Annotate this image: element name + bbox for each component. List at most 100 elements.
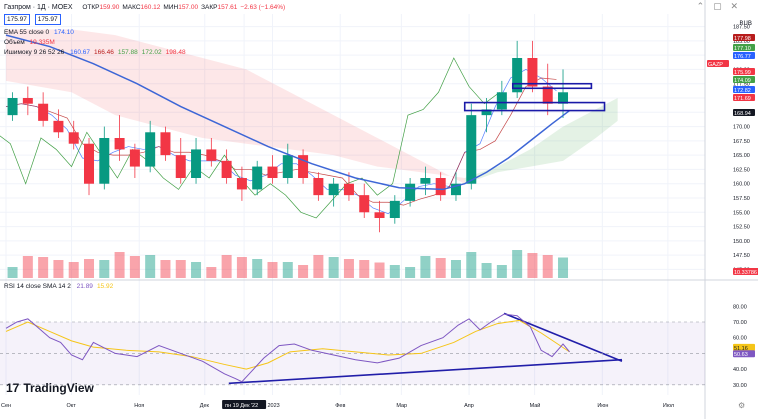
volume-bar <box>53 260 64 278</box>
rsi-tick-label: 30.00 <box>733 383 747 389</box>
volume-bar <box>22 256 33 278</box>
candles-group <box>7 40 569 233</box>
volume-bar <box>558 257 569 278</box>
tradingview-logo-text: TradingView <box>23 381 94 395</box>
symbol-title[interactable]: Газпром · 1Д · MOEX <box>4 4 73 11</box>
volume-bar <box>420 256 431 278</box>
rsi-value: 15.92 <box>96 283 114 290</box>
volume-bar <box>542 255 553 278</box>
rsi-line <box>5 313 570 383</box>
volume-bars <box>7 250 569 278</box>
ask-price-box[interactable]: 175.97 <box>34 14 61 25</box>
ohlc-value: −2.63 (−1.64%) <box>240 4 286 11</box>
rsi-sma-line <box>5 319 570 370</box>
window-controls[interactable]: RUB ⌃ ▢ ✕ <box>696 2 752 27</box>
ohlc-value: 157.00 <box>178 4 199 11</box>
price-badge <box>733 109 755 116</box>
time-tick-label: Июн <box>597 403 608 409</box>
volume-bar <box>298 265 309 278</box>
volume-bar <box>282 262 293 278</box>
time-tick-label: Мар <box>396 403 407 409</box>
time-tick-label: Апр <box>464 403 474 409</box>
ohlc-label: МАКС <box>122 4 141 11</box>
close-icon[interactable]: ✕ <box>730 2 738 12</box>
time-tick-label: Ноя <box>134 403 144 409</box>
price-badge <box>733 52 755 59</box>
candle-body <box>405 183 416 201</box>
candle-body <box>68 132 79 144</box>
candle-body <box>236 178 247 190</box>
volume-bar <box>450 260 461 278</box>
ema-legend-name: EMA 55 close 0 <box>4 29 50 36</box>
price-badge-label: 174.09 <box>734 78 751 84</box>
tradingview-logo-icon: 17 <box>6 381 20 395</box>
ichimoku-cloud <box>6 29 618 184</box>
ohlc-label: МИН <box>163 4 179 11</box>
rsi-legend[interactable]: RSI 14 close SMA 14 2 21.89 15.92 <box>4 282 113 291</box>
candle-body <box>206 149 217 161</box>
candle-body <box>114 138 125 150</box>
candle-body <box>7 98 18 116</box>
candle-body <box>343 183 354 196</box>
volume-bar <box>496 265 507 278</box>
rsi-legend-values: 21.89 15.92 <box>73 283 114 290</box>
volume-bar <box>99 260 110 278</box>
ichimoku-value: 157.88 <box>117 49 138 56</box>
rsi-band-fill <box>0 322 705 385</box>
volume-bar <box>84 259 95 278</box>
volume-legend[interactable]: Объем 19.335M <box>4 38 55 47</box>
price-badge <box>733 34 755 41</box>
price-tick-label: 187.50 <box>733 25 750 31</box>
volume-bar <box>435 258 446 278</box>
candle-body <box>374 212 385 218</box>
time-tick-label: Дек <box>200 403 210 409</box>
bid-price-box[interactable]: 175.97 <box>4 14 30 25</box>
price-tick-label: 160.00 <box>733 182 750 188</box>
time-tick-label: Окт <box>67 403 77 409</box>
time-tick-label: Июл <box>663 403 674 409</box>
volume-bar <box>374 262 385 278</box>
rsi-legend-name: RSI 14 close SMA 14 2 <box>4 283 71 290</box>
volume-bar <box>175 260 186 278</box>
candle-body <box>129 149 140 167</box>
volume-bar <box>328 257 339 278</box>
candle-body <box>38 103 49 121</box>
rsi-tick-label: 80.00 <box>733 304 747 310</box>
candle-body <box>282 155 293 178</box>
ohlc-value: 157.61 <box>217 4 238 11</box>
price-tick-label: 155.00 <box>733 210 750 216</box>
candle-body <box>527 58 538 87</box>
candle-body <box>313 178 324 196</box>
ichimoku-legend[interactable]: Ишимоку 9 26 52 26 160.67 166.46 157.88 172… <box>4 48 186 57</box>
tradingview-logo: 17 TradingView <box>6 381 94 395</box>
price-tick-label: 162.50 <box>733 167 750 173</box>
time-tick-label: Сен <box>1 403 11 409</box>
crosshair-date-label: пн 19 Дек '22 <box>225 403 258 409</box>
volume-bar <box>252 259 263 278</box>
chevron-up-icon[interactable]: ⌃ <box>696 2 705 12</box>
volume-bar <box>267 262 278 278</box>
volume-bar <box>466 252 477 278</box>
volume-legend-name: Объем <box>4 39 25 46</box>
ema-legend[interactable]: EMA 55 close 0 174.10 <box>4 28 74 37</box>
candle-body <box>22 98 33 104</box>
candle-body <box>99 138 110 184</box>
time-tick-label: Фев <box>335 403 345 409</box>
price-badge-label: 172.82 <box>734 88 751 94</box>
ichimoku-cloud-bullish <box>464 98 618 184</box>
volume-bar <box>191 262 202 278</box>
volume-bar <box>68 262 79 278</box>
maximize-icon[interactable]: ▢ <box>713 2 722 12</box>
rsi-tick-label: 60.00 <box>733 336 747 342</box>
price-badge-label: 171.69 <box>734 96 751 102</box>
time-tick-label: Май <box>530 402 541 409</box>
ichimoku-legend-values: 160.67 166.46 157.88 172.02 198.48 <box>66 49 185 56</box>
rsi-value: 21.89 <box>76 283 93 290</box>
ohlc-value: 159.90 <box>99 4 120 11</box>
candle-body <box>512 58 523 93</box>
candle-body <box>298 155 309 178</box>
volume-bar <box>405 267 416 278</box>
rsi-support-trendline <box>228 358 623 385</box>
